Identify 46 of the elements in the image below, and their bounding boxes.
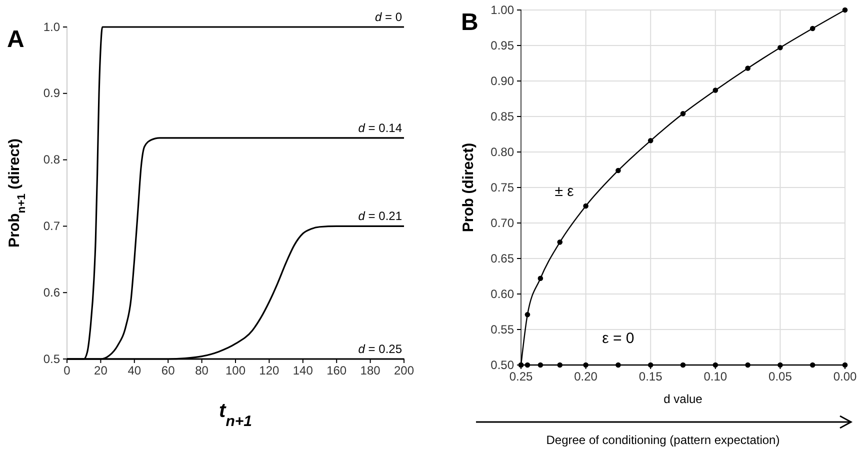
y-tick-label: 0.60 [490,286,514,301]
y-tick-label: 0.90 [490,74,514,88]
x-tick-label: 60 [161,364,176,378]
x-tick-label: 40 [128,364,142,378]
y-tick-label: 0.6 [43,285,60,300]
x-tick-label: 180 [360,364,381,378]
y-tick-label: 0.9 [43,86,60,100]
x-tick-label: 0.15 [638,370,663,384]
chart-title: B [461,9,478,36]
x-tick-label: 120 [259,364,280,378]
x-axis-title: d value [664,392,703,406]
y-tick-label: 0.75 [490,180,514,194]
x-tick-label: 100 [225,364,246,378]
x-tick-label: 80 [195,364,209,378]
x-tick-label: 0.00 [833,370,857,384]
y-tick-label: 1.00 [490,2,514,17]
x-tick-label: 0.25 [509,370,533,384]
x-tick-label: 0.05 [768,370,792,384]
x-tick-label: 160 [326,364,347,378]
y-tick-label: 0.55 [490,322,514,336]
series-label: d = 0.14 [358,120,402,135]
series-label: d = 0.21 [358,209,402,224]
x-tick-label: 20 [94,364,108,378]
y-tick-label: 0.85 [490,109,514,124]
legend-label: ± ε [554,182,574,200]
x-tick-label: 140 [292,364,314,378]
x-tick-label: 0 [64,364,71,378]
y-tick-label: 0.70 [490,216,514,230]
x-tick-label: 0.20 [574,370,598,384]
text: Degree of conditioning (pattern expectation) [546,433,780,447]
y-tick-label: 0.80 [490,144,514,159]
y-tick-label: 0.7 [43,219,60,234]
y-tick-label: 0.65 [490,251,514,266]
y-tick-label: 1.0 [43,20,60,34]
y-tick-label: 0.50 [490,358,514,372]
y-tick-label: 0.8 [43,152,60,167]
y-tick-label: 0.95 [490,38,514,52]
x-tick-label: 200 [394,364,414,378]
y-axis-title: Prob (direct) [460,142,477,232]
series-label: ε = 0 [602,330,634,347]
x-tick-label: 0.10 [704,370,728,384]
x-axis-title: t$_{n+1}$ [219,400,252,430]
series-label: d = 0 [374,10,402,24]
series-label: d = 0.25 [358,342,402,356]
y-tick-label: 0.5 [43,352,60,366]
chart-title: A [7,26,24,53]
